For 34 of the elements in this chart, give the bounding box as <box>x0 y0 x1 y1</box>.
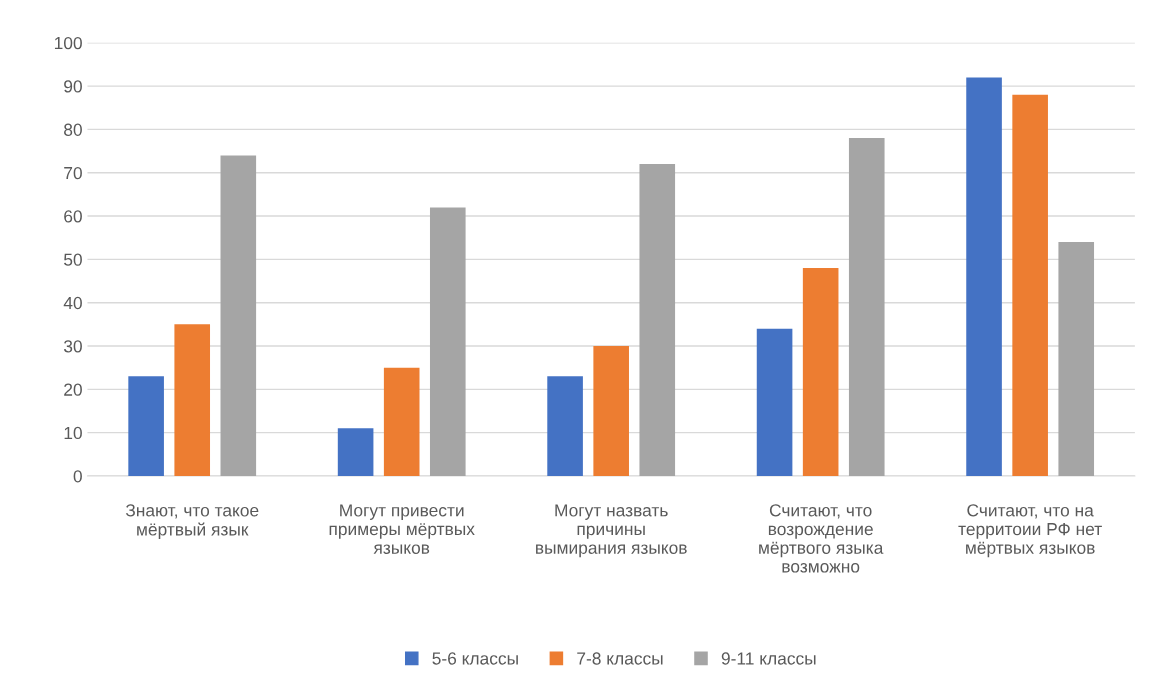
y-tick-label: 100 <box>54 36 82 50</box>
bar <box>174 324 211 476</box>
y-tick-label: 10 <box>64 426 82 440</box>
bar <box>1058 242 1095 476</box>
x-tick-label: Считают, что на территоии РФ нет мёртвых языков <box>958 504 1102 558</box>
y-tick-label: 0 <box>73 470 82 483</box>
y-tick-label: 80 <box>64 123 82 136</box>
bar <box>802 268 839 476</box>
bar <box>383 367 420 476</box>
bar <box>128 376 164 476</box>
legend-label: 9-11 классы <box>721 652 816 665</box>
bar <box>337 428 374 476</box>
x-tick-label: Считают, что возрождение мёртвого языка возможно <box>759 504 884 573</box>
bar <box>429 207 466 476</box>
y-tick-label: 90 <box>64 80 82 93</box>
bar <box>756 328 793 476</box>
bar <box>547 376 583 476</box>
bar <box>639 164 676 476</box>
x-tick-label: Могут привести примеры мёртвых языков <box>329 504 475 554</box>
bar <box>848 138 885 476</box>
bar <box>593 346 629 476</box>
x-tick-label: Знают, что такое мёртвый язык <box>125 504 259 540</box>
y-tick-label: 70 <box>64 166 82 180</box>
bar <box>1012 94 1048 476</box>
y-tick-label: 40 <box>63 296 82 310</box>
legend-label: 5-6 классы <box>432 652 518 665</box>
legend-label: 7-8 классы <box>577 652 663 665</box>
bar <box>220 155 257 476</box>
bar <box>966 77 1002 476</box>
y-tick-label: 50 <box>64 253 82 266</box>
y-tick-label: 20 <box>64 383 82 396</box>
y-tick-label: 60 <box>64 210 82 223</box>
x-tick-label: Могут назвать причины вымирания языков <box>536 504 687 558</box>
y-tick-label: 30 <box>63 340 82 353</box>
